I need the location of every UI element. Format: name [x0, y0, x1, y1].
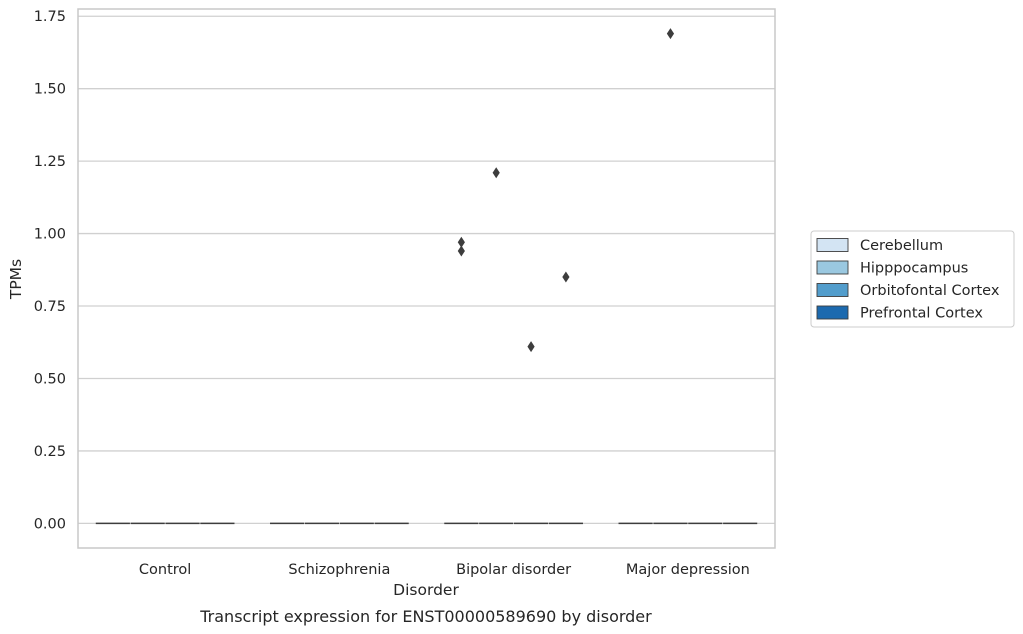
- legend-label: Cerebellum: [860, 238, 943, 254]
- plot-frame: [77, 8, 776, 549]
- outlier-point: [492, 167, 500, 179]
- legend: Cerebellum Hipppocampus Orbitofontal Corte…: [810, 230, 1015, 328]
- outlier-point: [527, 341, 535, 353]
- x-tick-label: Schizophrenia: [288, 562, 390, 578]
- legend-box: [810, 230, 1015, 328]
- y-tick-label: 1.75: [34, 9, 66, 25]
- x-tick-label: Control: [139, 562, 191, 578]
- chart-title: Transcript expression for ENST0000058969…: [199, 607, 652, 626]
- x-tick-label: Bipolar disorder: [456, 562, 571, 578]
- outlier-point: [562, 271, 570, 283]
- outlier-point: [457, 236, 465, 248]
- y-tick-label: 0.25: [34, 444, 66, 460]
- legend-swatch: [816, 305, 849, 320]
- y-tick-label: 1.50: [34, 82, 66, 98]
- y-tick-label: 0.75: [34, 299, 66, 315]
- x-axis-title: Disorder: [393, 581, 459, 599]
- legend-label: Prefrontal Cortex: [860, 306, 983, 322]
- legend-label: Hipppocampus: [860, 261, 968, 277]
- outlier-point: [666, 28, 675, 40]
- x-tick-label: Major depression: [626, 562, 750, 578]
- outlier-point: [457, 245, 465, 257]
- y-axis-ticks: 0.00 0.25 0.50 0.75 1.00 1.25 1.50 1.75: [34, 9, 66, 532]
- y-tick-label: 0.50: [34, 371, 66, 387]
- y-tick-label: 0.00: [34, 516, 66, 532]
- legend-swatch: [816, 238, 849, 252]
- box-plot-series: [95, 28, 758, 525]
- x-axis-ticks: Control Schizophrenia Bipolar disorder Majo…: [139, 562, 750, 578]
- y-tick-label: 1.25: [34, 154, 66, 170]
- legend-label: Orbitofontal Cortex: [860, 283, 1000, 299]
- legend-swatch: [816, 260, 849, 275]
- y-axis-title: TPMs: [7, 259, 25, 300]
- grid-lines: [78, 15, 775, 525]
- y-tick-label: 1.00: [34, 227, 66, 243]
- legend-swatch: [816, 283, 849, 297]
